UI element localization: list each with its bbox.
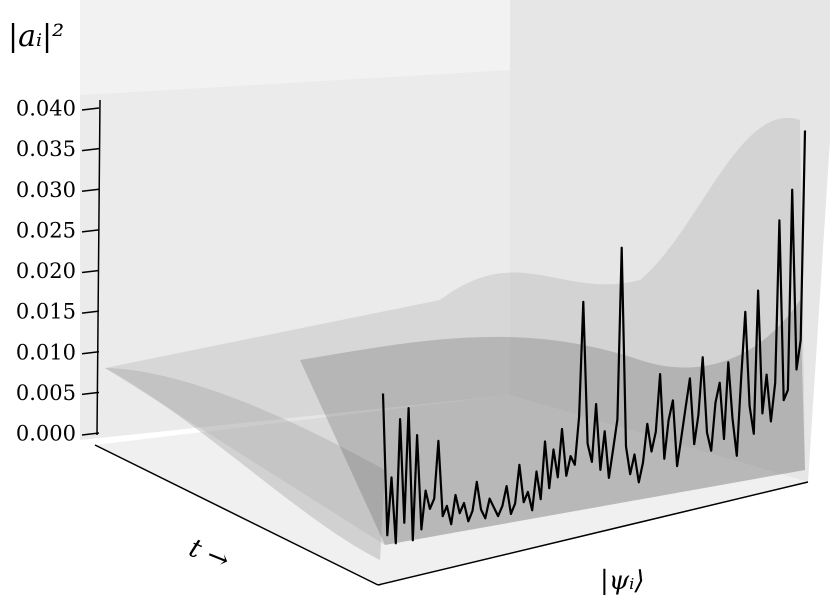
psi-axis [377,481,809,586]
surface [105,368,385,560]
back-pane [80,0,510,95]
z-tick [81,269,100,274]
z-tick-label: 0.005 [16,381,76,405]
z-tick-label: 0.020 [16,259,76,283]
side-pane [510,0,830,482]
y-axis-label: |ψᵢ⟩ [600,566,645,596]
z-axis-label: |aᵢ|² [8,19,64,54]
z-tick-label: 0.040 [16,97,76,121]
z-tick [81,351,100,355]
z-tick [81,432,100,436]
back-pane [80,70,510,440]
z-tick [81,391,100,396]
z-axis [96,99,101,436]
z-tick [81,310,100,314]
z-tick-label: 0.035 [16,137,76,161]
surface [105,117,805,545]
z-tick-label: 0.010 [16,340,76,364]
x-axis-label: t → [185,533,234,576]
surface [300,300,805,545]
z-tick-label: 0.030 [16,178,76,202]
z-tick-label: 0.000 [16,422,76,446]
floor-pane [95,395,808,585]
z-tick-label: 0.025 [16,218,76,242]
t-axis [94,444,379,586]
z-tick [81,188,100,192]
z-tick-label: 0.015 [16,300,76,324]
z-tick [81,107,100,111]
z-tick [81,229,100,233]
z-tick [81,147,100,152]
data-line [381,130,807,545]
